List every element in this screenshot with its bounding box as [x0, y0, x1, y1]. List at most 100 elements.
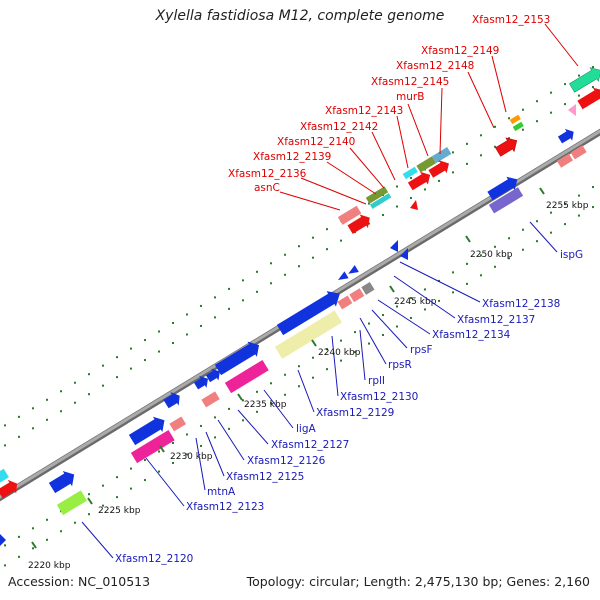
lower-leader-line: [263, 389, 294, 429]
track-dot: [242, 399, 244, 402]
label-liga[interactable]: ligA: [296, 423, 316, 435]
track-dot: [354, 351, 356, 354]
label-murb[interactable]: murB: [396, 91, 424, 103]
lower-leader-line: [331, 335, 339, 397]
track-dot: [466, 142, 468, 145]
track-dot: [494, 245, 496, 248]
track-dot: [326, 228, 328, 231]
feature-orange-small: [509, 114, 521, 125]
track-dot: [18, 435, 20, 438]
track-dot: [60, 530, 62, 533]
upper-leader-line: [407, 103, 429, 157]
track-dot: [592, 66, 594, 69]
label-xfasm12-2130[interactable]: Xfasm12_2130: [340, 391, 418, 403]
track-dot: [522, 228, 524, 231]
label-xfasm12-2143[interactable]: Xfasm12_2143: [325, 105, 403, 117]
track-dot: [340, 239, 342, 242]
label-rpsf[interactable]: rpsF: [410, 344, 433, 356]
track-dot: [466, 162, 468, 165]
track-dot: [102, 504, 104, 507]
lower-leader-line: [393, 275, 456, 319]
label-ispg[interactable]: ispG: [560, 249, 583, 261]
track-dot: [298, 265, 300, 268]
track-dot: [4, 424, 6, 427]
topology-text: Topology: circular; Length: 2,475,130 bp…: [246, 574, 590, 589]
track-dot: [256, 410, 258, 413]
label-xfasm12-2123[interactable]: Xfasm12_2123: [186, 501, 264, 513]
track-dot: [494, 145, 496, 148]
lower-leader-line: [145, 457, 185, 507]
track-dot: [186, 433, 188, 436]
track-dot: [172, 322, 174, 324]
label-rpli[interactable]: rplI: [368, 375, 385, 387]
feature-xfasm12-2125: [201, 391, 220, 408]
track-dot: [452, 171, 454, 174]
label-xfasm12-2139[interactable]: Xfasm12_2139: [253, 151, 331, 163]
label-asnc[interactable]: asnC: [254, 182, 280, 194]
feature-blue-arrow-mid: [163, 391, 180, 409]
label-mtna[interactable]: mtnA: [207, 486, 236, 498]
track-dot: [256, 390, 258, 393]
kbp-tick-2220: 2220 kbp: [28, 561, 71, 571]
track-dot: [130, 367, 132, 370]
track-dot: [130, 487, 132, 490]
track-dot: [74, 401, 76, 404]
track-dot: [508, 117, 510, 120]
track-dot: [88, 493, 90, 496]
upper-features: [337, 67, 600, 234]
label-xfasm12-2127[interactable]: Xfasm12_2127: [271, 439, 349, 451]
track-dot: [186, 313, 188, 316]
track-dot: [382, 314, 384, 317]
feature-xfasm12-2120: [56, 490, 88, 516]
track-dot: [550, 111, 552, 114]
track-dot: [200, 324, 202, 327]
track-dot: [228, 427, 230, 430]
label-xfasm12-2138[interactable]: Xfasm12_2138: [482, 298, 560, 310]
track-dot: [354, 331, 356, 334]
track-dot: [46, 518, 48, 521]
label-xfasm12-2148[interactable]: Xfasm12_2148: [396, 60, 474, 72]
lower-leader-line: [377, 299, 431, 335]
track-dot: [382, 214, 384, 217]
track-dot: [32, 547, 34, 550]
label-xfasm12-2145[interactable]: Xfasm12_2145: [371, 76, 449, 88]
label-xfasm12-2126[interactable]: Xfasm12_2126: [247, 455, 326, 467]
track-dot: [284, 393, 286, 396]
upper-leader-line: [279, 191, 341, 211]
track-dot: [186, 453, 188, 456]
track-dot: [480, 274, 482, 277]
track-dot: [284, 253, 286, 256]
label-xfasm12-2149[interactable]: Xfasm12_2149: [421, 45, 499, 57]
label-xfasm12-2125[interactable]: Xfasm12_2125: [226, 471, 304, 483]
track-dot: [158, 350, 160, 353]
track-dot: [298, 365, 300, 368]
label-xfasm12-2134[interactable]: Xfasm12_2134: [432, 329, 511, 341]
track-dot: [74, 381, 76, 384]
feature-red-arrow-edge: [577, 87, 600, 110]
feature-asnc-block: [337, 205, 370, 234]
track-dot: [564, 203, 566, 206]
label-rpsr[interactable]: rpsR: [388, 359, 412, 371]
track-dot: [102, 484, 104, 487]
track-dot: [452, 271, 454, 274]
track-dot: [60, 410, 62, 413]
lower-leader-line: [359, 317, 387, 365]
track-dot: [550, 211, 552, 214]
track-dot: [550, 91, 552, 94]
label-xfasm12-2136[interactable]: Xfasm12_2136: [228, 168, 307, 180]
track-dot: [326, 368, 328, 371]
kbp-tick-2230: 2230 kbp: [170, 452, 213, 462]
label-xfasm12-2140[interactable]: Xfasm12_2140: [277, 136, 355, 148]
track-dot: [368, 202, 370, 205]
track-dot: [46, 398, 48, 401]
label-xfasm12-2129[interactable]: Xfasm12_2129: [316, 407, 394, 419]
track-dot: [592, 206, 594, 209]
feature-pink-marker: [568, 104, 576, 116]
label-xfasm12-2137[interactable]: Xfasm12_2137: [457, 314, 535, 326]
label-xfasm12-2153[interactable]: Xfasm12_2153: [472, 14, 550, 26]
label-xfasm12-2142[interactable]: Xfasm12_2142: [300, 121, 378, 133]
kbp-tick-2255: 2255 kbp: [546, 201, 589, 211]
label-xfasm12-2120[interactable]: Xfasm12_2120: [115, 553, 193, 565]
upper-leader-line: [300, 177, 367, 205]
